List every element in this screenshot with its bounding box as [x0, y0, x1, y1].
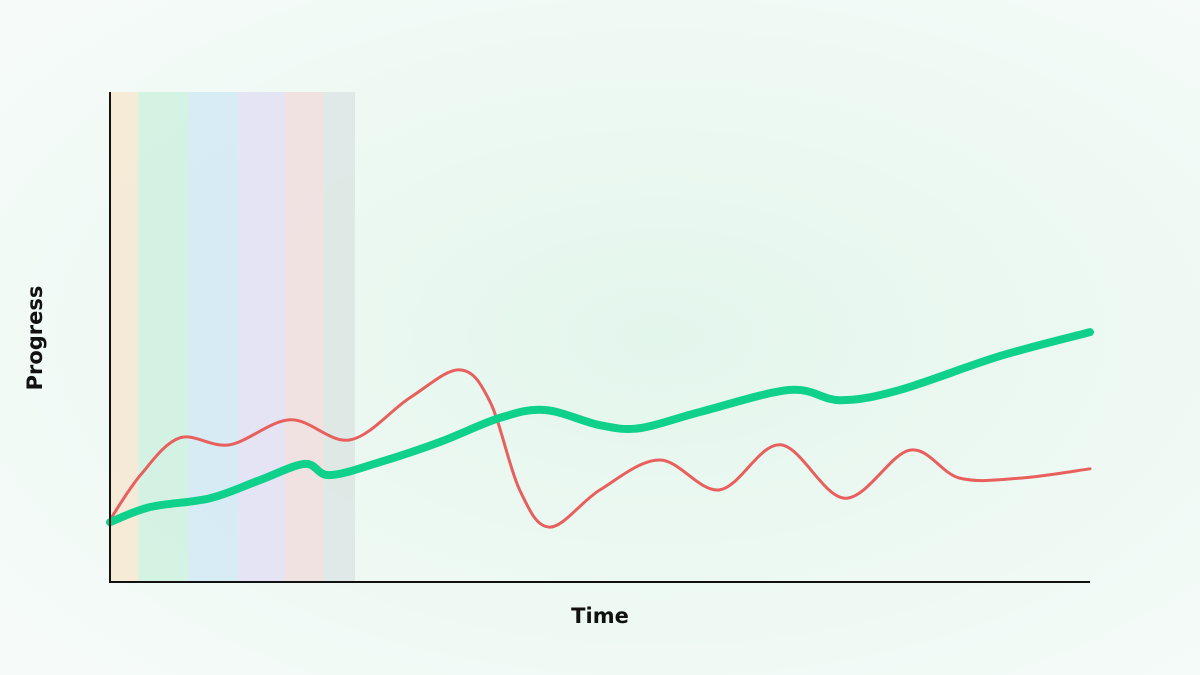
band — [284, 92, 324, 582]
band — [188, 92, 239, 582]
band — [323, 92, 355, 582]
lines — [106, 328, 1094, 529]
band — [238, 92, 285, 582]
y-axis-label: Progress — [23, 286, 47, 391]
line — [108, 368, 1092, 529]
line — [106, 328, 1094, 527]
x-axis-label: Time — [571, 604, 629, 628]
bands — [110, 92, 355, 582]
